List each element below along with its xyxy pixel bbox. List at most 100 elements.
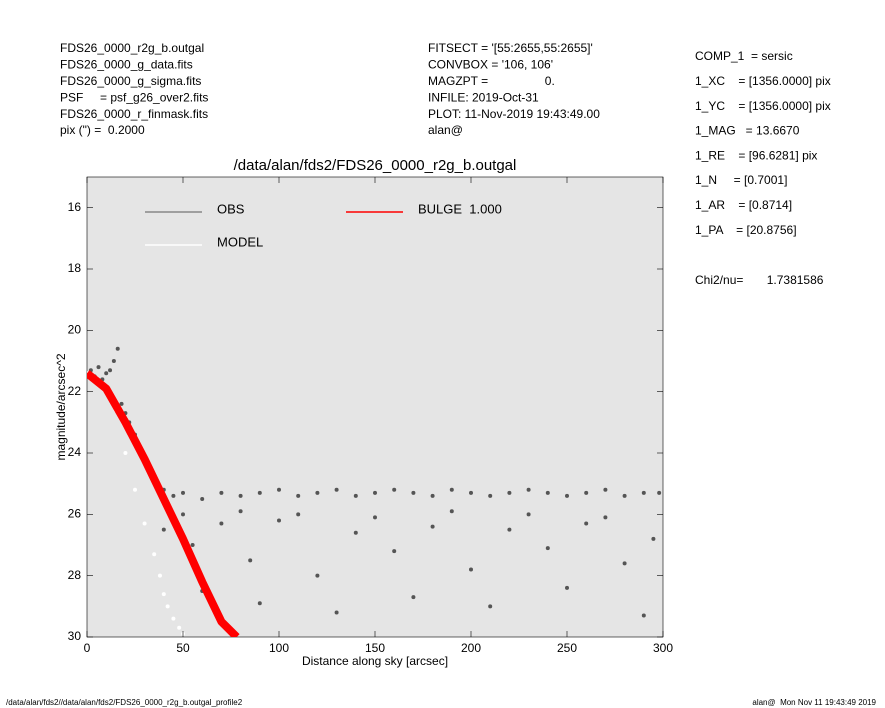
data-point (430, 524, 435, 529)
header-center-line: INFILE: 2019-Oct-31 (428, 90, 539, 104)
data-point (277, 487, 281, 492)
data-point (657, 490, 662, 495)
y-tick-label: 24 (68, 445, 82, 459)
data-point (165, 604, 170, 609)
data-point (133, 487, 137, 492)
data-point (526, 487, 531, 492)
data-point (373, 515, 377, 520)
data-point (108, 368, 113, 373)
data-point (584, 490, 589, 495)
data-point (373, 490, 377, 495)
data-point (411, 490, 416, 495)
data-point (152, 552, 157, 557)
data-point (622, 493, 627, 498)
header-left-line: FDS26_0000_g_sigma.fits (60, 74, 201, 88)
data-point (296, 512, 301, 517)
chi2: Chi2/nu= 1.7381586 (695, 273, 824, 287)
plot-area (86, 176, 664, 638)
legend-label: OBS (217, 201, 245, 216)
x-tick-label: 300 (653, 641, 673, 655)
data-point (641, 490, 646, 495)
fit-parameter: 1_MAG = 13.6670 (695, 124, 800, 138)
data-point (392, 487, 397, 492)
x-axis-label: Distance along sky [arcsec] (302, 654, 448, 668)
data-point (430, 493, 435, 498)
data-point (526, 512, 531, 517)
y-tick-label: 26 (68, 507, 82, 521)
data-point (334, 610, 339, 615)
data-point (507, 527, 512, 532)
data-point (161, 592, 166, 597)
data-point (257, 601, 262, 606)
data-point (171, 493, 176, 498)
header-left-line: FDS26_0000_g_data.fits (60, 58, 193, 72)
legend-label: BULGE 1.000 (418, 201, 502, 216)
data-point (565, 585, 569, 590)
header-center-line: PLOT: 11-Nov-2019 19:43:49.00 (428, 107, 600, 121)
data-point (488, 493, 493, 498)
fit-parameter: 1_PA = [20.8756] (695, 223, 797, 237)
data-point (104, 371, 109, 376)
header-center-line: MAGZPT = 0. (428, 74, 555, 88)
data-point (190, 543, 195, 547)
data-point (115, 346, 120, 351)
x-tick-label: 50 (176, 641, 190, 655)
header-left-line: FDS26_0000_r2g_b.outgal (60, 41, 204, 55)
data-point (157, 573, 162, 578)
data-point (622, 561, 627, 566)
x-tick-label: 200 (461, 641, 481, 655)
data-point (507, 490, 512, 495)
model-line (87, 370, 240, 637)
data-point (545, 490, 550, 495)
y-tick-label: 22 (68, 384, 82, 398)
data-point (584, 521, 589, 526)
data-point (545, 546, 550, 551)
y-axis-label: magnitude/arcsec^2 (54, 353, 68, 460)
data-point (641, 613, 646, 618)
data-point (315, 490, 320, 495)
data-point (392, 549, 397, 554)
header-center-line: CONVBOX = '106, 106' (428, 58, 553, 72)
x-tick-label: 100 (269, 641, 289, 655)
fit-parameter: 1_N = [0.7001] (695, 173, 787, 187)
y-tick-label: 18 (68, 261, 82, 275)
data-point (277, 518, 281, 523)
x-tick-label: 0 (84, 641, 91, 655)
data-point (111, 359, 116, 363)
data-point (603, 487, 608, 492)
data-point (248, 558, 253, 563)
data-point (123, 451, 128, 455)
data-point (411, 595, 416, 600)
data-point (119, 401, 124, 406)
y-tick-label: 20 (68, 323, 82, 337)
fit-parameter: 1_RE = [96.6281] pix (695, 148, 817, 162)
data-point (181, 490, 185, 495)
legend-label: MODEL (217, 234, 263, 249)
fit-parameter: 1_AR = [0.8714] (695, 198, 792, 212)
fit-parameter: 1_YC = [1356.0000] pix (695, 99, 831, 113)
chart-title: /data/alan/fds2/FDS26_0000_r2g_b.outgal (234, 157, 517, 174)
x-tick-label: 150 (365, 641, 385, 655)
y-tick-label: 16 (68, 200, 82, 214)
data-point (161, 527, 166, 532)
fit-parameter: 1_XC = [1356.0000] pix (695, 74, 831, 88)
header-left-line: pix (") = 0.2000 (60, 123, 145, 137)
data-point (488, 604, 493, 609)
header-left-line: FDS26_0000_r_finmask.fits (60, 107, 208, 121)
data-point (651, 536, 656, 541)
data-point (257, 490, 262, 495)
data-point (219, 521, 224, 526)
data-point (469, 567, 473, 572)
x-tick-label: 250 (557, 641, 577, 655)
header-left-line: PSF = psf_g26_over2.fits (60, 90, 208, 104)
data-point (238, 493, 243, 498)
data-point (353, 530, 358, 535)
data-point (353, 493, 358, 498)
data-point (603, 515, 608, 520)
data-point (200, 497, 205, 501)
data-point (171, 616, 176, 621)
data-point (219, 490, 224, 495)
header-center-line: FITSECT = '[55:2655,55:2655]' (428, 41, 593, 55)
data-point (296, 493, 301, 498)
